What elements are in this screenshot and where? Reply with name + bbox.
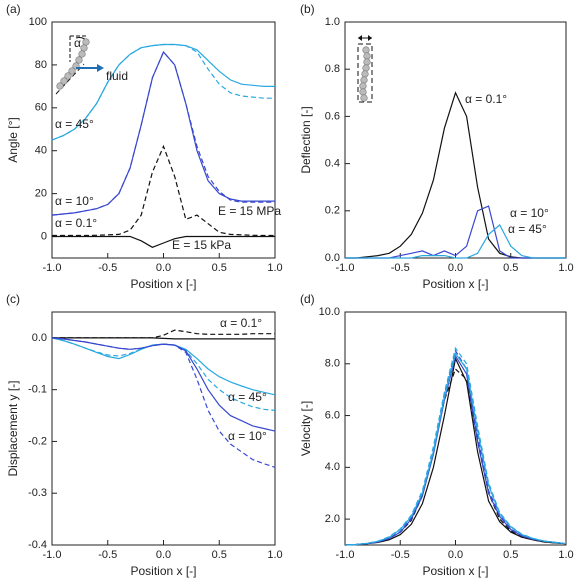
- data-line: [51, 43, 275, 141]
- y-tick-label: 2.0: [325, 513, 340, 525]
- y-axis-label: Velocity [-]: [299, 401, 313, 456]
- y-tick-label: 60: [35, 102, 47, 114]
- annotation: α = 10°: [55, 194, 94, 208]
- x-axis-label: Position x [-]: [422, 277, 488, 291]
- y-tick-label: 0: [41, 230, 47, 242]
- y-tick-label: -0.4: [28, 539, 47, 551]
- y-tick-label: -0.3: [28, 487, 47, 499]
- x-tick-label: -0.5: [98, 549, 117, 561]
- panel-label: (b): [300, 2, 315, 16]
- y-tick-label: 0.0: [325, 252, 340, 264]
- x-tick-label: 0.0: [156, 549, 171, 561]
- inset-a: [55, 35, 104, 95]
- x-tick-label: -1.0: [43, 262, 62, 274]
- data-line: [52, 144, 275, 237]
- annotation: fluid: [106, 69, 128, 83]
- x-axis-label: Position x [-]: [422, 564, 488, 578]
- y-tick-label: 0.2: [325, 205, 340, 217]
- x-tick-label: 0.5: [212, 549, 227, 561]
- x-tick-label: 1.0: [267, 549, 282, 561]
- x-tick-label: 0.5: [503, 549, 518, 561]
- y-axis-label: Deflection [-]: [299, 106, 313, 173]
- x-tick-label: -0.5: [98, 262, 117, 274]
- annotation: α: [74, 36, 81, 50]
- y-tick-label: 0.6: [325, 110, 340, 122]
- x-tick-label: -0.5: [391, 262, 410, 274]
- y-tick-label: 0.8: [325, 63, 340, 75]
- annotation: α = 0.1°: [465, 92, 507, 106]
- annotation: α = 10°: [228, 429, 267, 443]
- data-line: [344, 351, 567, 546]
- x-tick-label: 1.0: [267, 262, 282, 274]
- data-line: [344, 367, 567, 546]
- y-tick-label: 4.0: [325, 461, 340, 473]
- y-tick-label: 10.0: [319, 306, 340, 318]
- x-tick-label: -0.5: [391, 549, 410, 561]
- x-tick-label: 0.0: [448, 262, 463, 274]
- y-tick-label: 40: [35, 145, 47, 157]
- y-tick-label: 0.4: [325, 158, 340, 170]
- y-tick-label: 6.0: [325, 409, 340, 421]
- annotation: α = 0.1°: [55, 216, 97, 230]
- data-line: [52, 235, 275, 248]
- y-tick-label: 80: [35, 59, 47, 71]
- annotation: E = 15 kPa: [172, 238, 231, 252]
- data-line: [51, 50, 275, 216]
- y-axis-label: Angle [°]: [6, 117, 20, 163]
- y-tick-label: 100: [29, 16, 47, 28]
- annotation: α = 45°: [508, 222, 547, 236]
- x-tick-label: 0.5: [503, 262, 518, 274]
- panel-label: (c): [6, 292, 20, 306]
- x-tick-label: -1.0: [336, 262, 355, 274]
- x-tick-label: -1.0: [336, 549, 355, 561]
- annotation: α = 10°: [510, 206, 549, 220]
- data-line: [51, 337, 276, 432]
- y-tick-label: 1.0: [325, 16, 340, 28]
- x-tick-label: -1.0: [43, 549, 62, 561]
- data-line: [51, 337, 276, 396]
- y-axis-label: Displacement y [-]: [6, 380, 20, 476]
- data-line: [344, 349, 567, 546]
- data-line: [52, 329, 275, 339]
- y-tick-label: 20: [35, 188, 47, 200]
- x-tick-label: 1.0: [558, 262, 573, 274]
- x-tick-label: 0.0: [448, 549, 463, 561]
- annotation: α = 0.1°: [220, 316, 262, 330]
- data-line: [344, 346, 567, 546]
- annotation: α = 45°: [55, 117, 94, 131]
- data-line: [51, 50, 275, 216]
- data-line: [344, 356, 567, 546]
- x-axis-label: Position x [-]: [130, 564, 196, 578]
- y-tick-label: 0.0: [32, 332, 47, 344]
- data-line: [344, 354, 567, 546]
- inset-b: [357, 35, 373, 103]
- data-line: [52, 337, 275, 340]
- y-tick-label: -0.2: [28, 435, 47, 447]
- y-tick-label: 8.0: [325, 358, 340, 370]
- plot-frame: [344, 311, 567, 546]
- annotation: α = 45°: [228, 390, 267, 404]
- x-axis-label: Position x [-]: [130, 277, 196, 291]
- x-tick-label: 0.0: [156, 262, 171, 274]
- panel-label: (d): [300, 292, 315, 306]
- data-line: [51, 337, 276, 468]
- y-tick-label: -0.1: [28, 384, 47, 396]
- panel-label: (a): [6, 2, 21, 16]
- x-tick-label: 0.5: [212, 262, 227, 274]
- annotation: E = 15 MPa: [218, 204, 281, 218]
- data-line: [345, 224, 566, 259]
- x-tick-label: 1.0: [558, 549, 573, 561]
